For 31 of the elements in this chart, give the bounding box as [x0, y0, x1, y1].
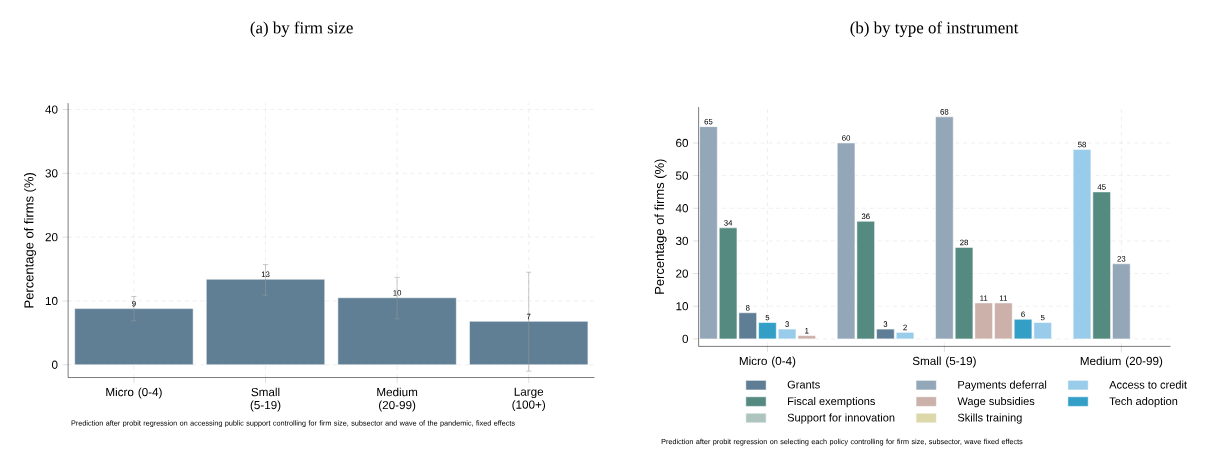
y-tick-label: 10 — [45, 297, 58, 306]
chart-title: (a) by firm size — [250, 21, 353, 38]
y-tick-label: 10 — [676, 302, 689, 311]
legend-label: Skills training — [957, 413, 1022, 424]
y-axis-title: Percentage of firms (%) — [24, 173, 37, 308]
x-tick-label: Small (5-19) — [250, 387, 281, 412]
y-axis-title: Percentage of firms (%) — [654, 159, 667, 295]
x-tick-label: Micro (0-4) — [739, 356, 796, 368]
x-tick-label: Small (5-19) — [912, 356, 976, 368]
legend-label: Payments deferral — [958, 380, 1047, 392]
y-tick-label: 40 — [675, 204, 689, 213]
legend-label: Access to credit — [1109, 380, 1187, 389]
x-tick-label: Medium (20-99) — [377, 387, 418, 412]
y-tick-label: 20 — [45, 233, 58, 242]
y-tick-label: 30 — [675, 237, 689, 246]
legend-label: Wage subsidies — [957, 397, 1035, 408]
y-tick-label: 50 — [675, 171, 689, 180]
chart-title: (b) by type of instrument — [850, 21, 1019, 38]
x-tick-label: Micro (0-4) — [106, 387, 162, 399]
y-tick-label: 30 — [45, 169, 58, 178]
y-tick-label: 20 — [676, 269, 689, 278]
y-tick-label: 60 — [676, 139, 689, 148]
y-tick-label: 0 — [51, 360, 58, 370]
legend-label: Support for innovation — [787, 413, 895, 424]
x-tick-label: Large (100+) — [512, 387, 546, 412]
legend-label: Grants — [787, 380, 820, 389]
y-tick-label: 0 — [682, 334, 689, 344]
x-tick-label: Medium (20-99) — [1080, 356, 1163, 368]
legend-label: Tech adoption — [1109, 397, 1178, 408]
y-tick-label: 40 — [45, 105, 58, 114]
legend-label: Fiscal exemptions — [788, 397, 875, 408]
